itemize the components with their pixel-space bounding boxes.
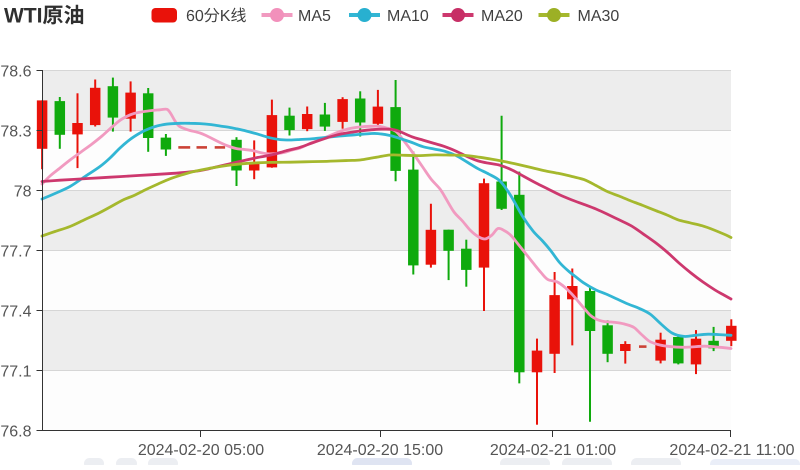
svg-text:MA5: MA5 bbox=[298, 8, 331, 25]
svg-text:78.3: 78.3 bbox=[0, 123, 31, 140]
svg-text:2024-02-21 11:00: 2024-02-21 11:00 bbox=[669, 442, 794, 459]
svg-text:2024-02-20 15:00: 2024-02-20 15:00 bbox=[317, 442, 443, 459]
svg-text:78.6: 78.6 bbox=[0, 63, 31, 80]
svg-text:MA20: MA20 bbox=[481, 8, 523, 25]
svg-text:76.8: 76.8 bbox=[0, 423, 31, 440]
svg-text:MA30: MA30 bbox=[578, 8, 620, 25]
svg-text:MA10: MA10 bbox=[387, 8, 429, 25]
svg-text:77.1: 77.1 bbox=[0, 363, 31, 380]
svg-text:78: 78 bbox=[14, 183, 32, 200]
svg-text:77.7: 77.7 bbox=[0, 243, 31, 260]
svg-text:2024-02-20 05:00: 2024-02-20 05:00 bbox=[138, 442, 264, 459]
svg-text:2024-02-21 01:00: 2024-02-21 01:00 bbox=[490, 442, 616, 459]
svg-text:77.4: 77.4 bbox=[0, 303, 31, 320]
